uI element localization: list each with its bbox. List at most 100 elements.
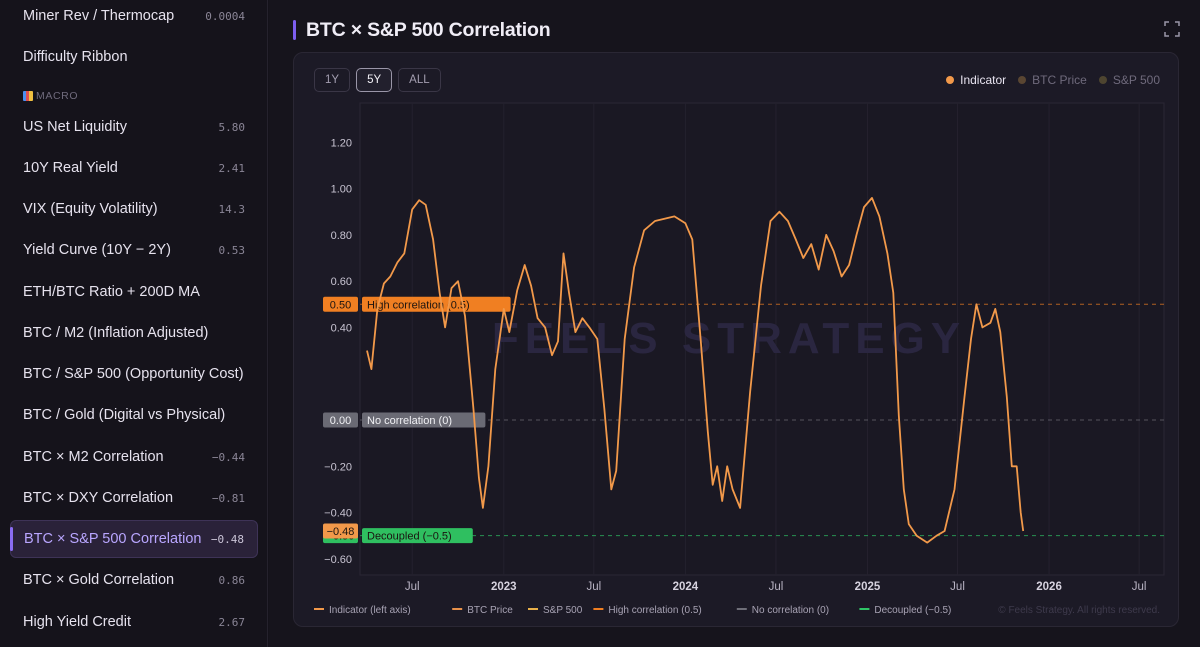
sidebar-item-value: 0.53 xyxy=(218,243,246,257)
reference-label: High correlation (0.5) xyxy=(367,299,470,311)
x-tick-label: 2023 xyxy=(491,581,517,593)
legend-item-btc-price[interactable]: BTC Price xyxy=(1018,73,1087,87)
sidebar-item-value: −0.44 xyxy=(211,450,245,464)
sidebar-item-miner-rev-thermocap[interactable]: Miner Rev / Thermocap 0.0004 xyxy=(10,0,258,35)
sidebar-item-label: Difficulty Ribbon xyxy=(23,49,128,65)
legend-label: Indicator xyxy=(960,73,1007,87)
sidebar-item-btc-gold[interactable]: BTC / Gold (Digital vs Physical) xyxy=(10,396,258,434)
sidebar-item-label: BTC × M2 Correlation xyxy=(23,449,164,465)
legend-label: No correlation (0) xyxy=(752,605,829,616)
x-tick-label: 2025 xyxy=(855,581,881,593)
sidebar-item-value: 2.41 xyxy=(218,161,246,175)
x-axis-ticks: Jul 2023 Jul 2024 Jul 2025 Jul 2026 Jul xyxy=(405,581,1147,593)
y-tick-label: 0.60 xyxy=(331,276,352,288)
x-tick-label: 2024 xyxy=(673,581,699,593)
reference-label-badge xyxy=(362,296,511,312)
sidebar-item-10y-real-yield[interactable]: 10Y Real Yield 2.41 xyxy=(10,149,258,187)
legend-label: Indicator (left axis) xyxy=(329,605,411,616)
x-tick-label: Jul xyxy=(769,581,784,593)
sidebar-item-label: High Yield Credit xyxy=(23,614,131,630)
vertical-gridlines xyxy=(411,103,1140,575)
range-button-5y[interactable]: 5Y xyxy=(356,68,393,92)
reference-value-badge xyxy=(323,296,358,312)
copyright-text: © Feels Strategy. All rights reserved. xyxy=(998,605,1160,616)
sidebar-item-yield-curve[interactable]: Yield Curve (10Y − 2Y) 0.53 xyxy=(10,231,258,269)
title-accent-bar xyxy=(293,20,296,40)
page-title: BTC × S&P 500 Correlation xyxy=(306,18,551,41)
legend-label: BTC Price xyxy=(467,605,513,616)
y-tick-label: 0.40 xyxy=(331,322,352,334)
sidebar-section-macro: MACRO xyxy=(23,90,78,102)
sidebar-item-label: US Net Liquidity xyxy=(23,119,127,135)
sidebar-item-value: 5.80 xyxy=(218,120,246,134)
sidebar-item-btc-sp500[interactable]: BTC / S&P 500 (Opportunity Cost) xyxy=(10,355,258,393)
sidebar-item-label: VIX (Equity Volatility) xyxy=(23,201,158,217)
legend-label: BTC Price xyxy=(1032,73,1087,87)
sidebar-item-label: BTC / Gold (Digital vs Physical) xyxy=(23,407,226,423)
sidebar-item-value: −0.81 xyxy=(211,491,245,505)
chart-svg: FEELS STRATEGY 0.50 High correlation (0.5… xyxy=(314,102,1165,616)
sidebar-section-label: MACRO xyxy=(36,90,79,102)
sidebar-item-label: ETH/BTC Ratio + 200D MA xyxy=(23,284,200,300)
reference-value-label: 0.50 xyxy=(330,299,351,311)
sidebar-item-value: 2.67 xyxy=(218,615,246,629)
range-button-all[interactable]: ALL xyxy=(398,68,441,92)
reference-value-label: 0.00 xyxy=(330,415,351,427)
expand-icon[interactable] xyxy=(1164,21,1180,37)
sidebar-item-us-net-liquidity[interactable]: US Net Liquidity 5.80 xyxy=(10,108,258,146)
range-selector: 1Y 5Y ALL xyxy=(314,68,441,92)
reference-label: Decoupled (−0.5) xyxy=(367,531,452,543)
watermark: FEELS STRATEGY xyxy=(492,314,966,363)
sidebar-item-btc-gold-correlation[interactable]: BTC × Gold Correlation 0.86 xyxy=(10,561,258,599)
legend-item-indicator[interactable]: Indicator xyxy=(946,73,1006,87)
reference-lines: 0.50 High correlation (0.5) 0.00 No correla… xyxy=(323,296,1164,544)
sidebar-item-label: BTC × DXY Correlation xyxy=(23,490,174,506)
y-tick-label: −0.20 xyxy=(324,461,352,473)
range-button-1y[interactable]: 1Y xyxy=(314,68,351,92)
legend-dot xyxy=(1098,76,1107,84)
x-tick-label: 2026 xyxy=(1036,581,1062,593)
legend-label: S&P 500 xyxy=(1112,73,1160,87)
sidebar-item-label: Yield Curve (10Y − 2Y) xyxy=(23,242,171,258)
reference-label: No correlation (0) xyxy=(367,415,452,427)
sidebar: Miner Rev / Thermocap 0.0004 Difficulty … xyxy=(0,0,268,647)
sidebar-item-btc-dxy-correlation[interactable]: BTC × DXY Correlation −0.81 xyxy=(10,479,258,517)
sidebar-item-value: −0.48 xyxy=(210,532,244,546)
reference-label-badge xyxy=(362,412,486,428)
chart-panel: 1Y 5Y ALL Indicator BTC Price S&P 500 FE… xyxy=(293,52,1179,627)
plot-area xyxy=(359,102,1165,576)
chart-legend-top: Indicator BTC Price S&P 500 xyxy=(946,73,1160,87)
sidebar-item-btc-m2-correlation[interactable]: BTC × M2 Correlation −0.44 xyxy=(10,438,258,476)
axis-badges: −0.48 xyxy=(323,523,358,539)
sidebar-item-value: 0.0004 xyxy=(205,9,245,23)
sidebar-item-btc-m2[interactable]: BTC / M2 (Inflation Adjusted) xyxy=(10,314,258,352)
series-line-indicator xyxy=(366,197,1025,544)
x-tick-label: Jul xyxy=(950,581,965,593)
legend-dot xyxy=(946,76,955,84)
sidebar-item-difficulty-ribbon[interactable]: Difficulty Ribbon xyxy=(10,38,258,76)
sidebar-item-btc-sp500-correlation[interactable]: BTC × S&P 500 Correlation −0.48 xyxy=(10,520,258,558)
legend-label: High correlation (0.5) xyxy=(608,605,701,616)
x-tick-label: Jul xyxy=(586,581,601,593)
x-tick-label: Jul xyxy=(1132,581,1147,593)
sidebar-item-high-yield-credit[interactable]: High Yield Credit 2.67 xyxy=(10,603,258,641)
reference-value-badge xyxy=(323,412,358,428)
y-tick-label: −0.40 xyxy=(324,508,352,520)
bar-chart-icon xyxy=(23,91,33,101)
legend-item-sp500[interactable]: S&P 500 xyxy=(1098,73,1160,87)
sidebar-item-eth-btc-ratio[interactable]: ETH/BTC Ratio + 200D MA xyxy=(10,273,258,311)
current-value-badge xyxy=(323,523,358,539)
current-value-label: −0.48 xyxy=(327,526,355,538)
x-tick-label: Jul xyxy=(405,581,420,593)
main-content: BTC × S&P 500 Correlation 1Y 5Y ALL Indi… xyxy=(269,0,1200,647)
sidebar-item-vix[interactable]: VIX (Equity Volatility) 14.3 xyxy=(10,190,258,228)
sidebar-item-label: Miner Rev / Thermocap xyxy=(23,8,175,24)
y-tick-label: 0.80 xyxy=(331,230,352,242)
legend-dot xyxy=(1018,76,1027,84)
sidebar-item-value: 0.86 xyxy=(218,573,246,587)
page-header: BTC × S&P 500 Correlation xyxy=(293,18,551,42)
sidebar-item-label: 10Y Real Yield xyxy=(23,160,118,176)
legend-label: S&P 500 xyxy=(543,605,583,616)
sidebar-item-label: BTC × Gold Correlation xyxy=(23,572,175,588)
legend-label: Decoupled (−0.5) xyxy=(874,605,951,616)
